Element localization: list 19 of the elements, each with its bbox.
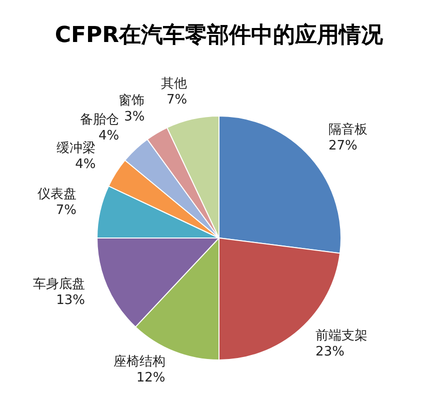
data-label: 13%	[56, 292, 86, 308]
slice-label: 备胎仓	[80, 112, 120, 128]
data-label: 12%	[136, 370, 166, 386]
slice-label: 仪表盘	[38, 187, 77, 202]
data-label: 23%	[316, 344, 344, 360]
slice-label: 其他	[161, 76, 188, 92]
slice-label: 窗饰	[118, 92, 145, 108]
slice-label: 前端支架	[316, 328, 368, 344]
slice-label: 缓冲梁	[56, 140, 96, 156]
slice-label: 车身底盘	[33, 276, 86, 292]
chart-title: CFPR在汽车零部件中的应用情况	[54, 22, 384, 48]
data-label: 3%	[124, 109, 145, 124]
slice-label: 隔音板	[328, 122, 368, 138]
data-label: 4%	[98, 128, 120, 144]
data-label: 4%	[75, 156, 96, 172]
slice-label: 座椅结构	[113, 354, 166, 370]
data-label: 7%	[56, 203, 77, 218]
data-label: 27%	[328, 138, 358, 154]
data-label: 7%	[166, 92, 188, 108]
